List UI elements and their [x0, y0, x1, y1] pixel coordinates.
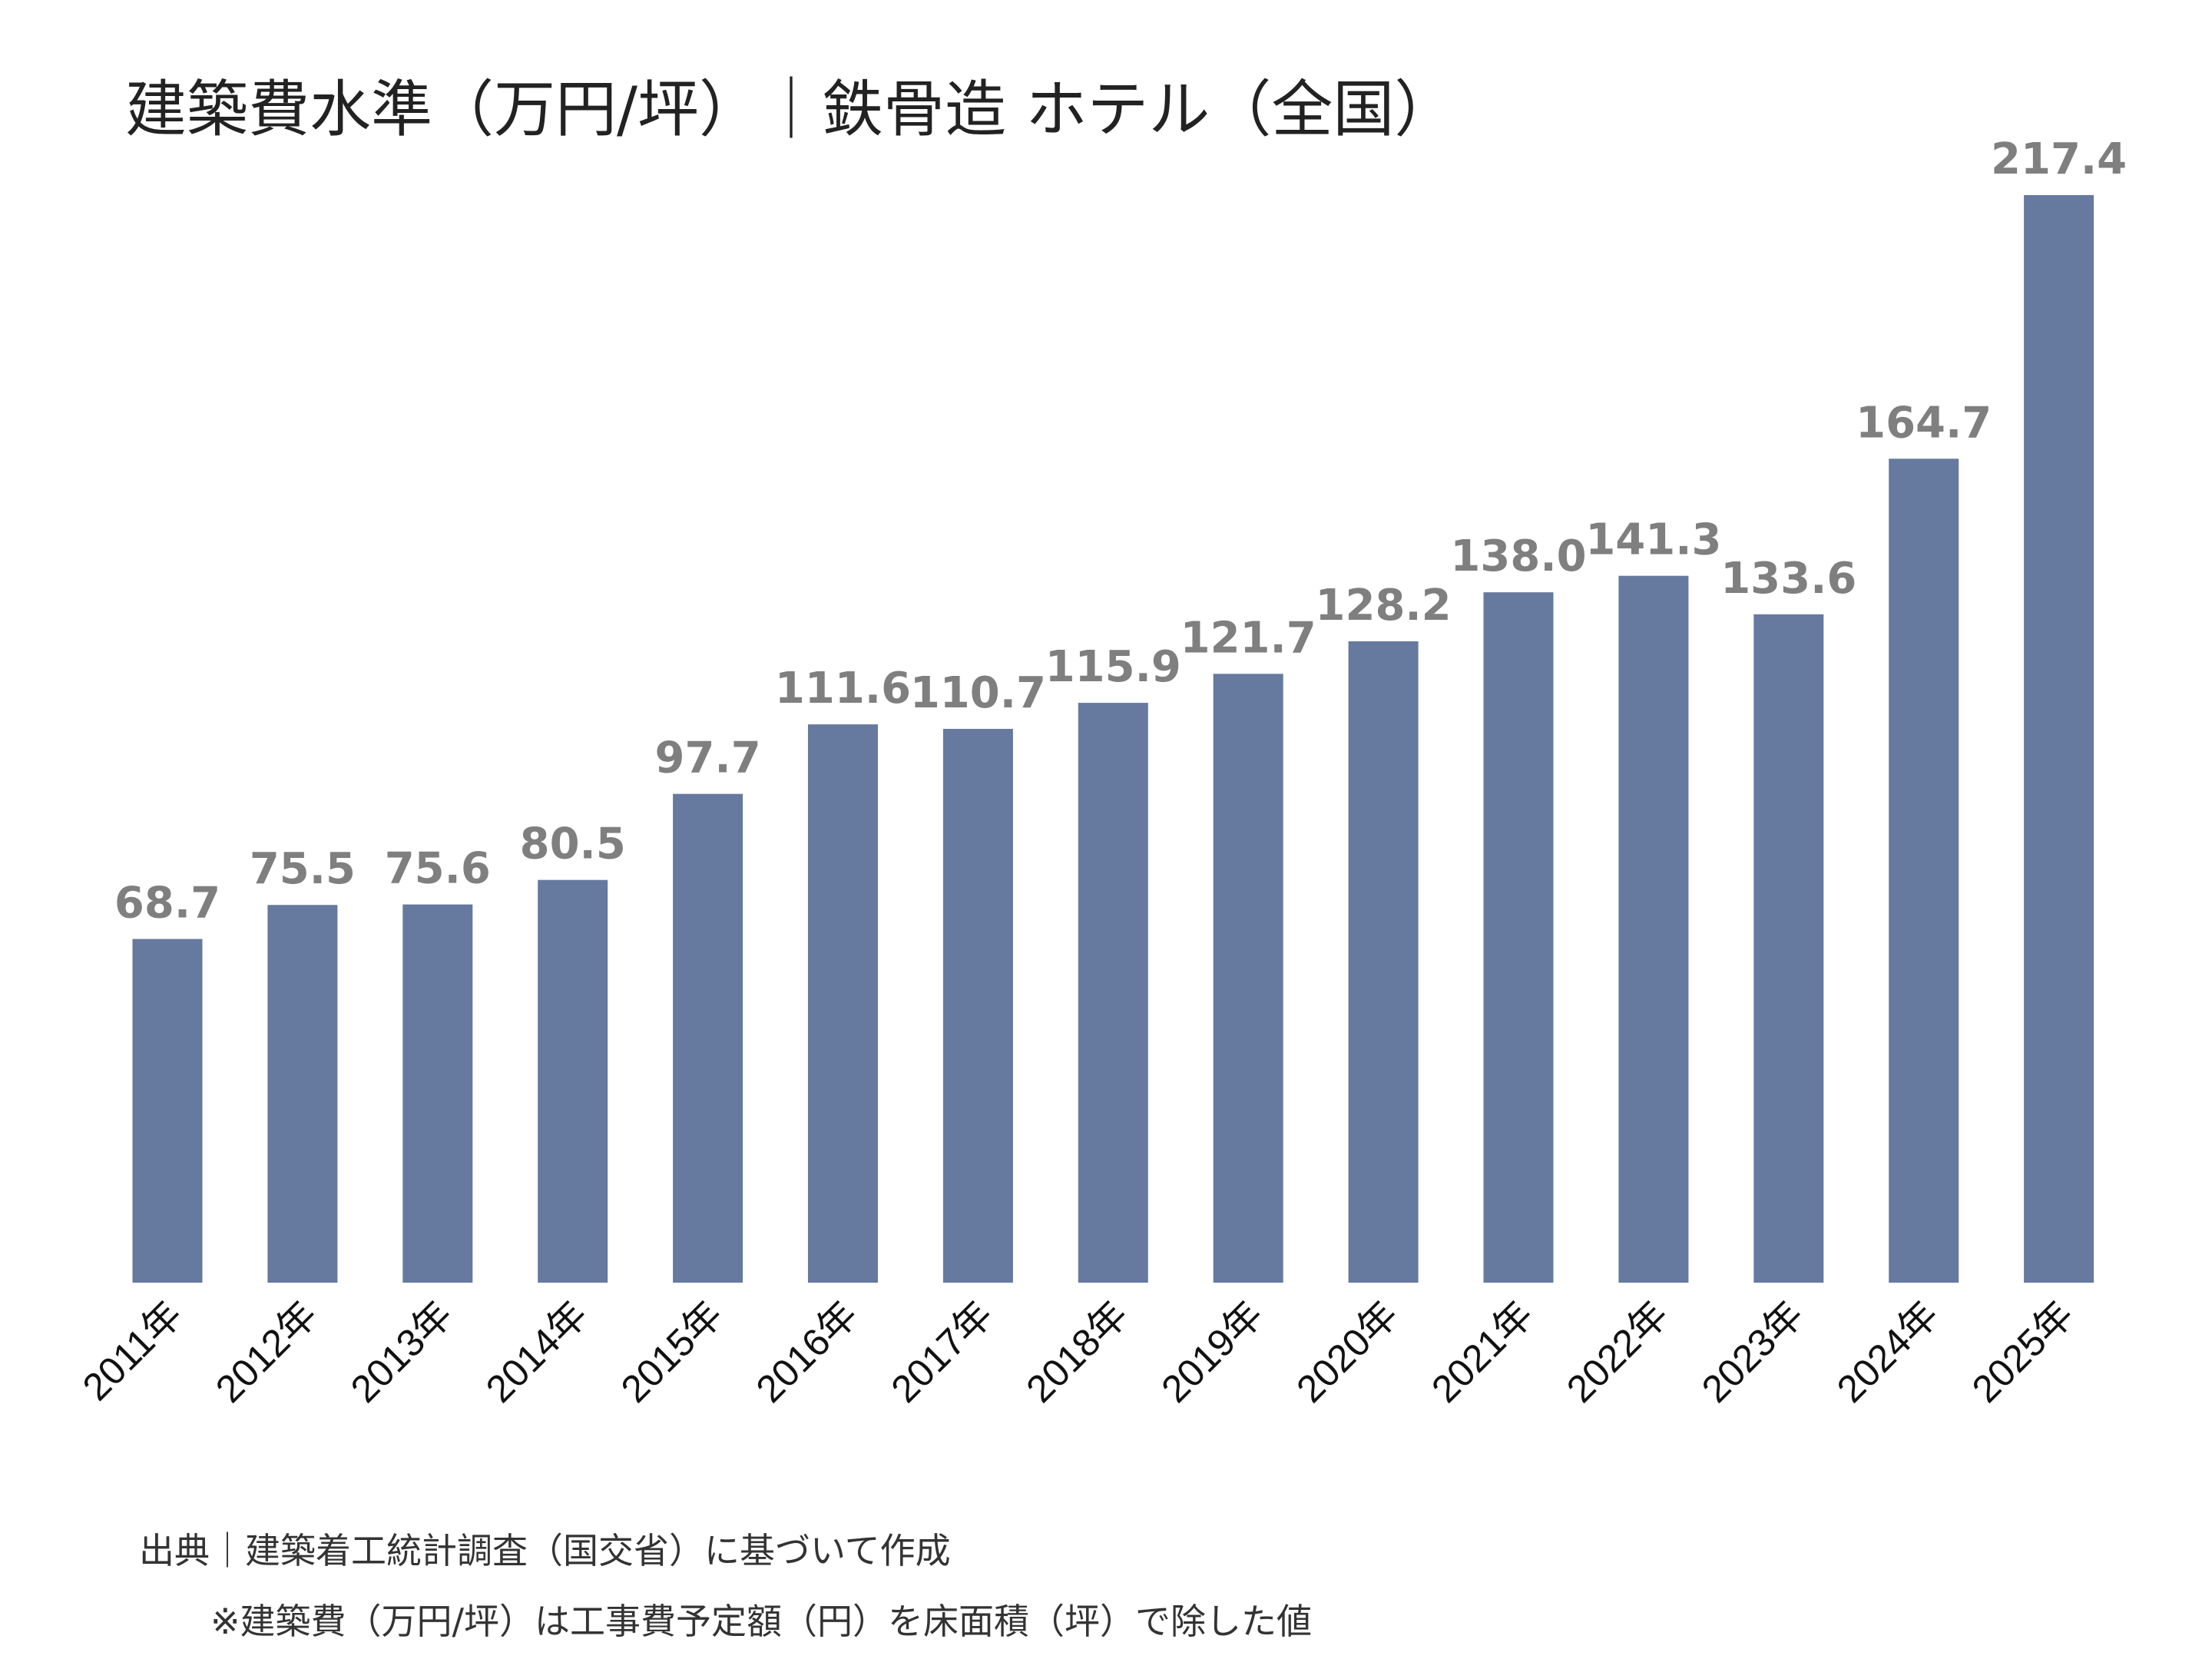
data-label: 68.7 [114, 879, 220, 929]
x-tick-label: 2018年 [1018, 1293, 1136, 1411]
data-label: 133.6 [1720, 554, 1856, 604]
x-tick-label: 2014年 [478, 1293, 596, 1411]
data-label: 217.4 [1991, 134, 2127, 184]
x-tick-label: 2023年 [1694, 1293, 1812, 1411]
bar [1483, 592, 1554, 1283]
data-label: 138.0 [1450, 531, 1586, 581]
bar [1753, 614, 1824, 1283]
bars-group [132, 195, 2094, 1283]
bar [1889, 459, 1959, 1283]
x-tick-label: 2012年 [207, 1293, 326, 1411]
bar [538, 879, 608, 1283]
x-tick-labels-group: 2011年 2012年 2013年 2014年 2015年 2016年 2017年 2018年… [75, 1293, 2082, 1411]
chart-title: 建築費水準（万円/坪）｜鉄骨造 ホテル（全国） [125, 74, 1455, 145]
footnote: ※建築費（万円/坪）は工事費予定額（円）を床面積（坪）で除した値 [210, 1601, 1312, 1642]
data-label: 111.6 [775, 664, 911, 714]
x-tick-label: 2025年 [1964, 1293, 2082, 1411]
x-tick-label: 2011年 [75, 1293, 190, 1409]
x-tick-label: 2016年 [748, 1293, 866, 1411]
bar [132, 939, 203, 1283]
data-label: 115.9 [1045, 642, 1181, 692]
data-label: 164.7 [1856, 398, 1992, 448]
bar [2024, 195, 2094, 1283]
x-tick-label: 2015年 [613, 1293, 731, 1411]
data-label: 141.3 [1585, 515, 1721, 565]
bar [673, 793, 743, 1283]
data-label: 128.2 [1316, 581, 1452, 631]
x-tick-label: 2019年 [1153, 1293, 1271, 1411]
data-label: 80.5 [520, 820, 626, 869]
x-tick-label: 2020年 [1288, 1293, 1406, 1411]
x-tick-label: 2024年 [1829, 1293, 1947, 1411]
bar [1348, 641, 1419, 1283]
bar [402, 904, 473, 1283]
data-label: 75.5 [250, 844, 356, 894]
data-label: 75.6 [385, 844, 491, 894]
x-tick-label: 2021年 [1423, 1293, 1541, 1411]
bar [942, 728, 1013, 1283]
data-label: 110.7 [910, 668, 1046, 718]
bar [1078, 703, 1148, 1283]
source-note: 出典｜建築着工統計調査（国交省）に基づいて作成 [139, 1530, 951, 1571]
data-labels-group: 68.7 75.5 75.6 80.5 97.7 111.6110.7115.9121.7… [114, 134, 2127, 929]
x-tick-label: 2013年 [343, 1293, 461, 1411]
data-label: 97.7 [655, 733, 761, 783]
x-tick-label: 2022年 [1558, 1293, 1677, 1411]
bar [1618, 575, 1689, 1283]
bar [808, 724, 878, 1283]
x-tick-label: 2017年 [883, 1293, 1002, 1411]
data-label: 121.7 [1181, 613, 1316, 663]
bar [1213, 674, 1283, 1283]
bar [267, 905, 338, 1283]
